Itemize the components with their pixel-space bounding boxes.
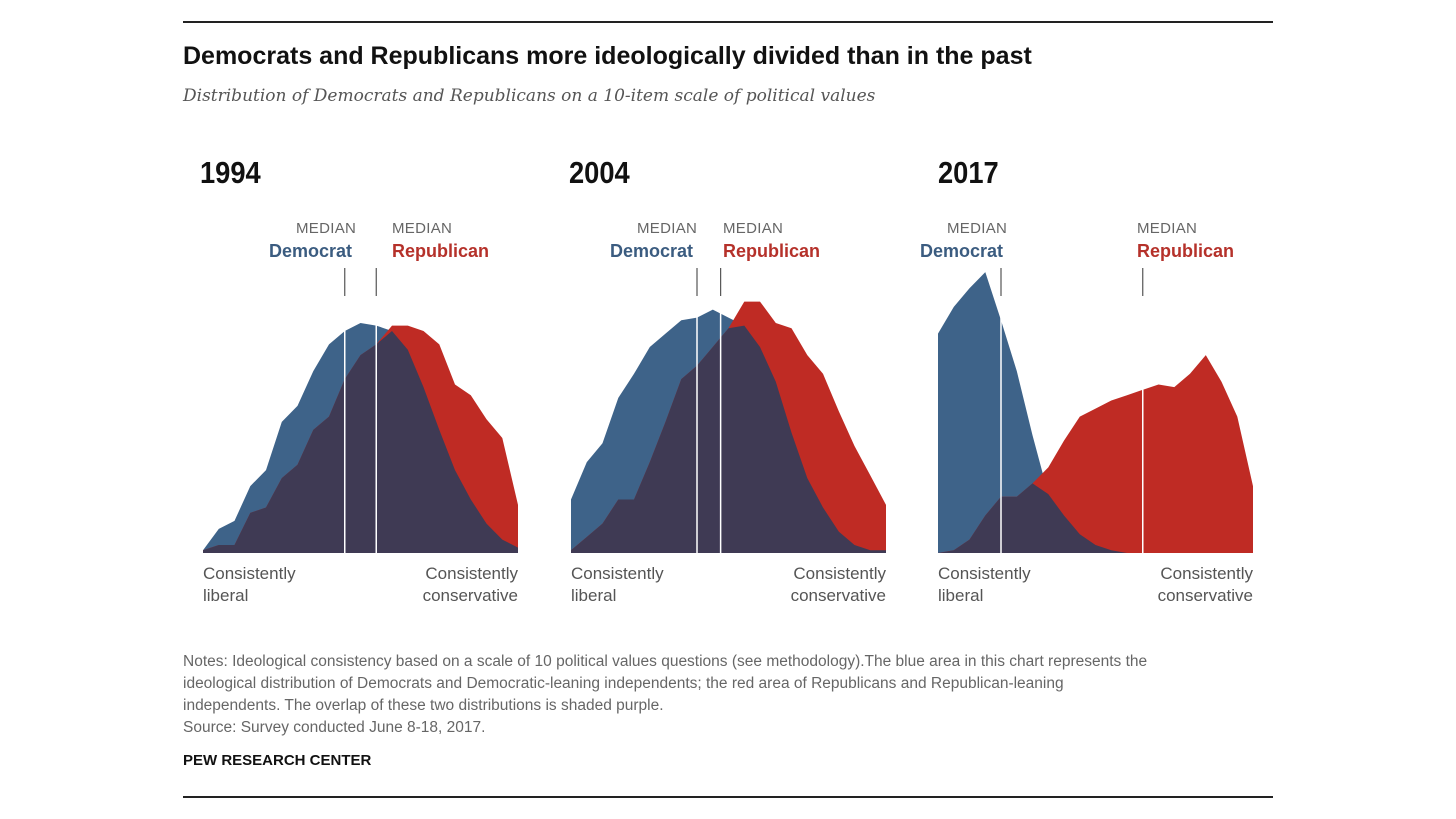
notes: Notes: Ideological consistency based on …	[183, 651, 1273, 739]
notes-line-1: Notes: Ideological consistency based on …	[183, 653, 1148, 670]
bottom-rule	[183, 796, 1273, 798]
median-label-democrat-2017: Democrat	[920, 241, 1004, 261]
chart-title: Democrats and Republicans more ideologic…	[183, 42, 1032, 70]
median-label-democrat-2004: Democrat	[610, 241, 694, 261]
axis-label-liberal-line1: Consistently	[938, 564, 1031, 583]
axis-label-conservative-line1: Consistently	[1160, 564, 1253, 583]
axis-label-conservative-1994: Consistently conservative	[400, 563, 518, 607]
overlap-area-2017	[938, 483, 1253, 553]
panel-2004	[571, 268, 886, 553]
panel-1994	[203, 268, 518, 553]
median-caption-republican-2004: MEDIAN	[723, 220, 784, 237]
axis-label-liberal-line2: liberal	[571, 586, 617, 605]
median-label-republican-2017: Republican	[1137, 241, 1235, 261]
axis-label-conservative-2017: Consistently conservative	[1135, 563, 1253, 607]
axis-label-liberal-line2: liberal	[203, 586, 249, 605]
median-caption-democrat-1994: MEDIAN	[296, 220, 357, 237]
axis-label-liberal-line1: Consistently	[203, 564, 296, 583]
median-label-republican-2004: Republican	[723, 241, 821, 261]
axis-label-conservative-line2: conservative	[790, 586, 886, 605]
axis-label-conservative-line1: Consistently	[793, 564, 886, 583]
median-caption-republican-1994: MEDIAN	[392, 220, 453, 237]
median-caption-republican-2017: MEDIAN	[1137, 220, 1198, 237]
overlap-area-1994	[203, 331, 518, 553]
axis-label-conservative-2004: Consistently conservative	[768, 563, 886, 607]
axis-label-liberal-2017: Consistently liberal	[938, 563, 1031, 607]
axis-label-liberal-line1: Consistently	[571, 564, 664, 583]
axis-label-liberal-1994: Consistently liberal	[203, 563, 296, 607]
median-caption-democrat-2017: MEDIAN	[947, 220, 1008, 237]
panel-title-2004: 2004	[569, 155, 630, 190]
democrat-area-2017	[938, 272, 1253, 553]
organization-name: PEW RESEARCH CENTER	[183, 752, 372, 769]
chart-subtitle: Distribution of Democrats and Republican…	[183, 86, 876, 106]
overlap-area-2004	[571, 325, 886, 553]
axis-label-conservative-line1: Consistently	[425, 564, 518, 583]
top-rule	[183, 21, 1273, 23]
median-label-republican-1994: Republican	[392, 241, 490, 261]
panel-2017	[938, 268, 1253, 553]
median-caption-democrat-2004: MEDIAN	[637, 220, 698, 237]
source-line: Source: Survey conducted June 8-18, 2017…	[183, 719, 486, 736]
panel-title-2017: 2017	[938, 155, 999, 190]
median-label-democrat-1994: Democrat	[269, 241, 353, 261]
notes-line-3: independents. The overlap of these two d…	[183, 697, 664, 714]
axis-label-conservative-line2: conservative	[1157, 586, 1253, 605]
axis-label-liberal-line2: liberal	[938, 586, 984, 605]
notes-line-2: ideological distribution of Democrats an…	[183, 675, 1064, 692]
panel-title-1994: 1994	[200, 155, 261, 190]
axis-label-conservative-line2: conservative	[422, 586, 518, 605]
axis-label-liberal-2004: Consistently liberal	[571, 563, 664, 607]
